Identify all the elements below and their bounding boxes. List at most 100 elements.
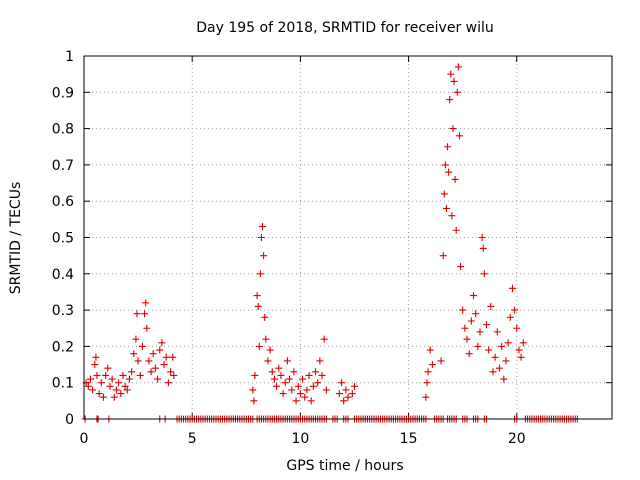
data-point xyxy=(493,328,501,336)
data-point xyxy=(482,321,490,329)
data-point xyxy=(138,342,146,350)
data-point xyxy=(450,77,458,85)
data-point xyxy=(447,70,455,78)
data-point xyxy=(440,190,448,198)
data-point xyxy=(253,292,261,300)
data-point xyxy=(262,335,270,343)
data-point xyxy=(424,368,432,376)
data-point xyxy=(299,375,307,383)
data-point xyxy=(260,252,268,260)
data-point xyxy=(426,346,434,354)
y-tick-label: 0.4 xyxy=(52,267,74,283)
data-point xyxy=(465,350,473,358)
data-point xyxy=(439,252,447,260)
data-point xyxy=(314,379,322,387)
data-point xyxy=(428,361,436,369)
data-point xyxy=(511,306,519,314)
data-point xyxy=(476,328,484,336)
data-point xyxy=(290,368,298,376)
data-point xyxy=(125,375,133,383)
data-point xyxy=(463,335,471,343)
data-point xyxy=(307,397,315,405)
data-point xyxy=(273,382,281,390)
data-point xyxy=(147,368,155,376)
plot-frame xyxy=(83,55,613,420)
data-point xyxy=(320,335,328,343)
data-point xyxy=(340,397,348,405)
data-point xyxy=(479,244,487,252)
data-point xyxy=(422,393,430,401)
data-point xyxy=(136,371,144,379)
data-point xyxy=(506,313,514,321)
data-point xyxy=(423,379,431,387)
data-point xyxy=(158,339,166,347)
data-point xyxy=(162,353,170,361)
data-point xyxy=(286,375,294,383)
data-point xyxy=(487,302,495,310)
axis-ticks: 00.10.20.30.40.50.60.70.80.910 5 10 15 20 xyxy=(52,49,612,447)
data-point xyxy=(305,371,313,379)
data-point xyxy=(318,371,326,379)
data-point xyxy=(143,324,151,332)
data-point xyxy=(485,346,493,354)
data-point xyxy=(106,382,114,390)
y-tick-label: 0 xyxy=(65,412,74,428)
data-point xyxy=(268,368,276,376)
x-tick-label: 10 xyxy=(291,431,309,447)
data-point xyxy=(452,226,460,234)
data-point xyxy=(133,310,141,318)
data-point xyxy=(115,379,123,387)
data-point xyxy=(104,364,112,372)
data-point xyxy=(316,357,324,365)
data-point xyxy=(251,371,259,379)
data-point xyxy=(489,368,497,376)
data-point xyxy=(110,393,118,401)
data-point xyxy=(91,361,99,369)
data-point xyxy=(119,371,127,379)
data-point xyxy=(442,204,450,212)
data-point xyxy=(261,313,269,321)
data-point xyxy=(249,386,257,394)
data-point xyxy=(338,379,346,387)
data-point xyxy=(154,375,162,383)
data-point xyxy=(255,342,263,350)
data-point xyxy=(130,350,138,358)
data-point xyxy=(256,270,264,278)
data-point xyxy=(117,390,125,398)
data-point xyxy=(270,375,278,383)
data-point xyxy=(112,386,120,394)
data-point xyxy=(517,353,525,361)
y-tick-label: 1 xyxy=(65,49,74,65)
data-point xyxy=(491,353,499,361)
data-point xyxy=(108,375,116,383)
x-tick-label: 0 xyxy=(80,431,89,447)
data-point xyxy=(156,346,164,354)
y-tick-label: 0.3 xyxy=(52,303,74,319)
data-point xyxy=(257,234,265,241)
data-point xyxy=(461,324,469,332)
data-point xyxy=(513,324,521,332)
data-point xyxy=(283,357,291,365)
data-point xyxy=(519,339,527,347)
data-point xyxy=(86,375,94,383)
data-point xyxy=(281,379,289,387)
data-point xyxy=(301,393,309,401)
data-point xyxy=(160,361,168,369)
y-tick-label: 0.1 xyxy=(52,376,74,392)
data-point xyxy=(446,96,454,104)
data-point xyxy=(279,390,287,398)
data-point xyxy=(292,397,300,405)
x-tick-label: 15 xyxy=(400,431,418,447)
data-point xyxy=(502,357,510,365)
data-point xyxy=(344,393,352,401)
data-point xyxy=(145,357,153,365)
data-point xyxy=(515,346,523,354)
data-point xyxy=(132,335,140,343)
data-point xyxy=(467,317,475,325)
data-point xyxy=(128,368,136,376)
data-point xyxy=(92,353,100,361)
data-point xyxy=(288,386,296,394)
data-point xyxy=(134,357,142,365)
data-point xyxy=(93,371,101,379)
data-point xyxy=(99,393,107,401)
